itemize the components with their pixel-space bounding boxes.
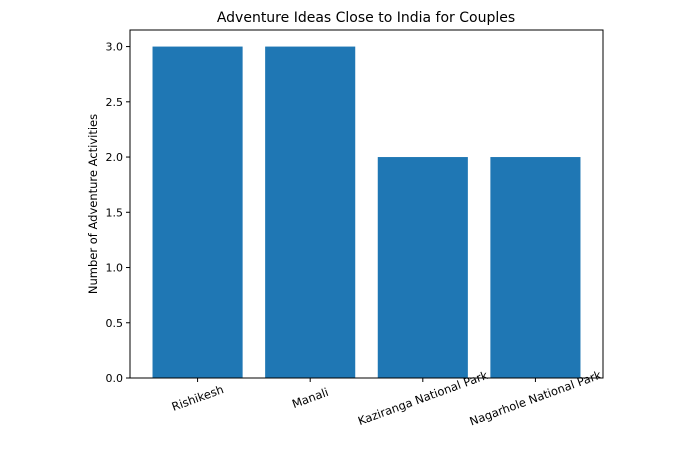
bar-1: [265, 46, 356, 378]
y-tick-label: 1.0: [106, 262, 124, 275]
bar-0: [152, 46, 243, 378]
x-tick-label: Manali: [290, 385, 330, 411]
y-tick-label: 0.0: [106, 372, 124, 385]
bar-2: [377, 157, 468, 378]
y-tick-label: 3.0: [106, 41, 124, 54]
y-tick-label: 1.5: [106, 206, 124, 219]
y-tick-label: 2.0: [106, 151, 124, 164]
y-axis-label: Number of Adventure Activities: [86, 114, 100, 294]
axes-frame: [129, 29, 604, 379]
x-tick-label: Rishikesh: [170, 382, 226, 414]
y-tick-label: 2.5: [106, 96, 124, 109]
y-tick-label: 0.5: [106, 317, 124, 330]
bar-3: [490, 157, 581, 378]
chart-title: Adventure Ideas Close to India for Coupl…: [217, 10, 515, 26]
